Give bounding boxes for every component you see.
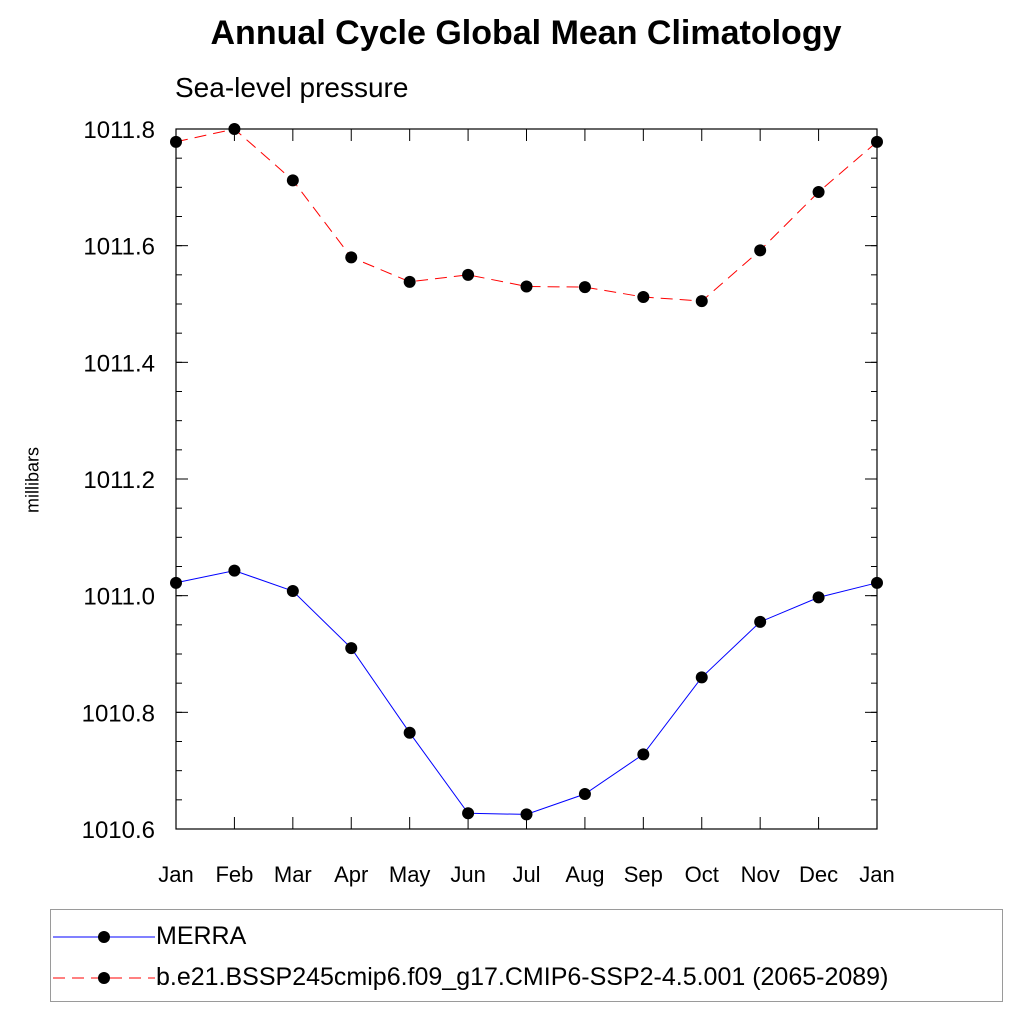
legend-label-cmip6: b.e21.BSSP245cmip6.f09_g17.CMIP6-SSP2-4.…	[156, 963, 889, 991]
x-tick-label: May	[389, 862, 431, 887]
x-tick-label: Sep	[624, 862, 663, 887]
data-point	[578, 281, 591, 294]
data-point	[812, 591, 825, 604]
data-point	[578, 788, 591, 800]
y-tick-label: 1011.0	[83, 584, 155, 611]
y-tick-label: 1010.8	[82, 700, 155, 727]
data-point	[286, 585, 299, 597]
y-tick-label: 1011.2	[83, 467, 155, 494]
x-tick-label: Mar	[274, 862, 312, 887]
legend-marker-cmip6	[53, 972, 155, 984]
x-tick-label: Jul	[512, 862, 540, 887]
plot-area: Jan Feb Mar Apr May Jun Jul Aug Sep Oct Nov Dec Jan1…	[82, 117, 895, 887]
data-point	[520, 280, 533, 293]
x-tick-label: Jun	[450, 862, 485, 887]
data-point	[345, 251, 358, 264]
y-tick-label: 1011.8	[83, 117, 155, 144]
y-tick-label: 1011.4	[83, 350, 155, 377]
legend: MERRA b.e21.BSSP245cmip6.f09_g17.CMIP6-S…	[50, 909, 1003, 1002]
x-tick-label: Feb	[215, 862, 253, 887]
legend-label-merra: MERRA	[156, 922, 247, 950]
data-point	[812, 186, 825, 198]
axis-ticks: Jan Feb Mar Apr May Jun Jul Aug Sep Oct Nov Dec Jan1…	[82, 117, 895, 887]
x-tick-label: Dec	[799, 862, 838, 887]
data-point	[403, 726, 416, 739]
chart-subtitle: Sea-level pressure	[175, 72, 409, 103]
data-point	[637, 291, 650, 303]
data-point	[228, 564, 241, 577]
plot-frame	[175, 128, 878, 830]
data-point	[695, 295, 708, 308]
series-line-0	[175, 570, 878, 815]
legend-marker-merra	[53, 931, 155, 943]
series-layer	[170, 123, 883, 821]
data-point	[345, 642, 358, 655]
data-point	[754, 244, 767, 257]
x-tick-label: Jan	[859, 862, 894, 887]
data-point	[637, 748, 650, 761]
data-point	[695, 671, 708, 684]
y-tick-label: 1011.6	[83, 234, 155, 261]
data-point	[403, 275, 416, 288]
data-point	[462, 807, 475, 820]
x-tick-label: Aug	[565, 862, 604, 887]
series-line-1	[175, 128, 878, 302]
data-point	[462, 268, 475, 281]
x-tick-label: Nov	[741, 862, 780, 887]
legend-item-merra: MERRA	[51, 916, 1002, 956]
data-point	[286, 174, 299, 187]
legend-item-cmip6: b.e21.BSSP245cmip6.f09_g17.CMIP6-SSP2-4.…	[51, 957, 1002, 997]
data-point	[754, 615, 767, 628]
x-tick-label: Jan	[158, 862, 193, 887]
data-point	[520, 808, 533, 821]
chart-title: Annual Cycle Global Mean Climatology	[210, 14, 842, 52]
x-tick-label: Oct	[685, 862, 719, 887]
y-tick-label: 1010.6	[82, 817, 155, 844]
x-tick-label: Apr	[334, 862, 368, 887]
